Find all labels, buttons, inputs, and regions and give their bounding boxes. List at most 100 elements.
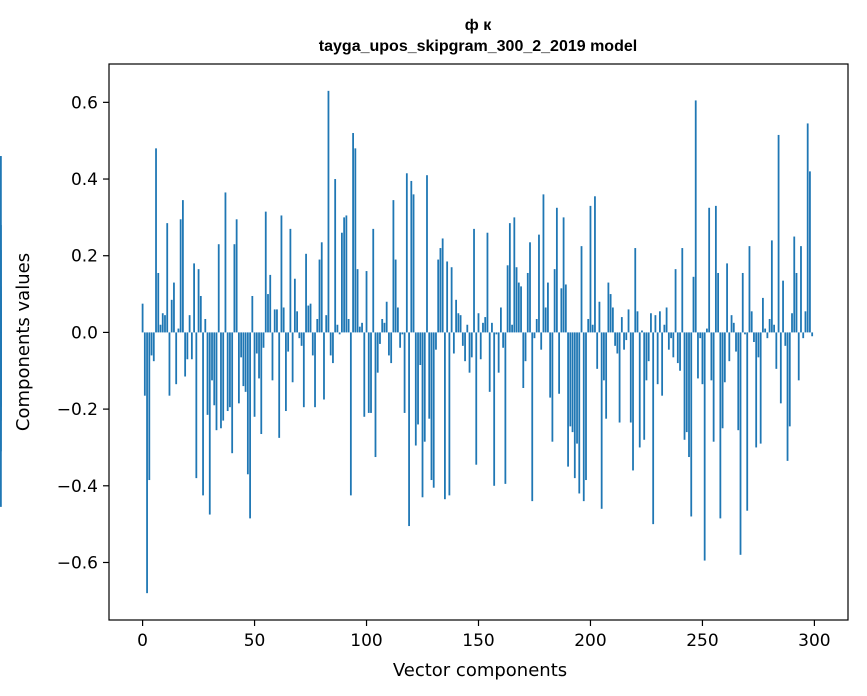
bar-68 [293, 278, 296, 333]
bar-177 [538, 234, 540, 333]
bar-259 [721, 332, 724, 429]
bar-86 [334, 179, 337, 333]
bar-28 [204, 318, 207, 333]
x-axis: 0 50 100 150 200 250 300 [137, 620, 831, 651]
bar-178 [540, 332, 543, 350]
bar-4 [150, 332, 153, 356]
bar-152 [482, 322, 484, 333]
bar-285 [779, 332, 782, 404]
bar-40 [231, 332, 234, 454]
bar-206 [603, 332, 605, 381]
bar-14 [173, 282, 175, 333]
bar-93 [349, 332, 352, 496]
bars-group [0, 90, 814, 594]
bar-268 [741, 272, 744, 333]
bar-199 [587, 318, 590, 333]
bar-166 [513, 217, 516, 333]
bar-274 [755, 332, 758, 448]
bar-96 [356, 269, 359, 333]
x-tick-label: 100 [350, 631, 382, 651]
bar-41 [233, 244, 236, 333]
bar-195 [578, 332, 581, 494]
bar-202 [594, 196, 596, 333]
bar-252 [706, 328, 708, 333]
bar-97 [358, 326, 361, 333]
bar-36 [222, 332, 225, 421]
bar-292 [795, 272, 798, 333]
bar-233 [663, 324, 666, 333]
bar-226 [647, 332, 650, 362]
bar-42 [235, 219, 238, 333]
bar-109 [385, 301, 388, 333]
bar-1 [143, 332, 146, 396]
bar-149 [475, 332, 478, 465]
bar-228 [652, 332, 655, 525]
bar-254 [710, 332, 713, 381]
bar-132 [437, 259, 440, 333]
bar-82 [325, 315, 328, 333]
bar-196 [580, 246, 583, 333]
bar-176 [535, 318, 538, 333]
bar-183 [551, 332, 554, 442]
bar-148 [473, 228, 475, 333]
bar-128 [428, 332, 431, 419]
x-tick-label: 300 [798, 631, 830, 651]
bar-32 [213, 332, 216, 406]
bar-219 [632, 332, 634, 471]
bar-33 [215, 332, 218, 431]
bar-43 [237, 332, 240, 404]
bar-5 [152, 332, 155, 362]
bar-245 [690, 332, 693, 517]
bar-39 [229, 332, 231, 408]
bar-0 [141, 303, 144, 333]
bar-296 [804, 311, 807, 333]
bar-198 [585, 332, 587, 481]
bar-69 [296, 311, 298, 333]
y-axis: −0.6 −0.4 −0.2 0.0 0.2 0.4 0.6 [57, 93, 109, 573]
plot-frame [108, 63, 849, 621]
bar-27 [202, 332, 204, 496]
bar-229 [654, 315, 657, 333]
bar-237 [672, 332, 675, 358]
bar-289 [788, 332, 791, 427]
bar-99 [363, 332, 366, 417]
bar-253 [708, 207, 711, 333]
bar-156 [491, 322, 493, 333]
y-tick-label: −0.4 [57, 477, 98, 497]
bar-89 [341, 232, 343, 333]
bar-223 [641, 330, 643, 333]
bar-131 [435, 332, 437, 350]
bar-170 [522, 332, 525, 389]
bar-184 [553, 269, 556, 333]
bar-265 [735, 332, 737, 352]
bar-182 [549, 332, 552, 398]
x-tick-label: 50 [244, 631, 266, 651]
bar-90 [343, 217, 346, 333]
bar-54 [262, 332, 265, 348]
bar-84 [329, 332, 332, 356]
bar-103 [372, 228, 375, 333]
bar-291 [793, 236, 796, 333]
bar-44 [240, 332, 243, 358]
bar-88 [338, 332, 341, 335]
bar-293 [797, 332, 800, 381]
bar-129 [430, 332, 433, 481]
bar-72 [302, 332, 305, 408]
bar-106 [379, 332, 381, 344]
bar-61 [278, 332, 281, 438]
bar-164 [508, 223, 511, 333]
bar-66 [289, 228, 292, 333]
bar-279 [766, 332, 769, 339]
bar-214 [620, 317, 623, 333]
bar-151 [479, 332, 482, 360]
bar-121 [412, 194, 415, 333]
bar-12 [168, 332, 171, 396]
bar-243 [685, 332, 688, 433]
bar-200 [589, 205, 592, 333]
bar-74 [307, 305, 310, 333]
bar-62 [280, 215, 283, 333]
bar-145 [466, 324, 469, 333]
bar-174 [531, 332, 534, 502]
bar-2 [146, 332, 148, 594]
bar-83 [327, 90, 330, 333]
